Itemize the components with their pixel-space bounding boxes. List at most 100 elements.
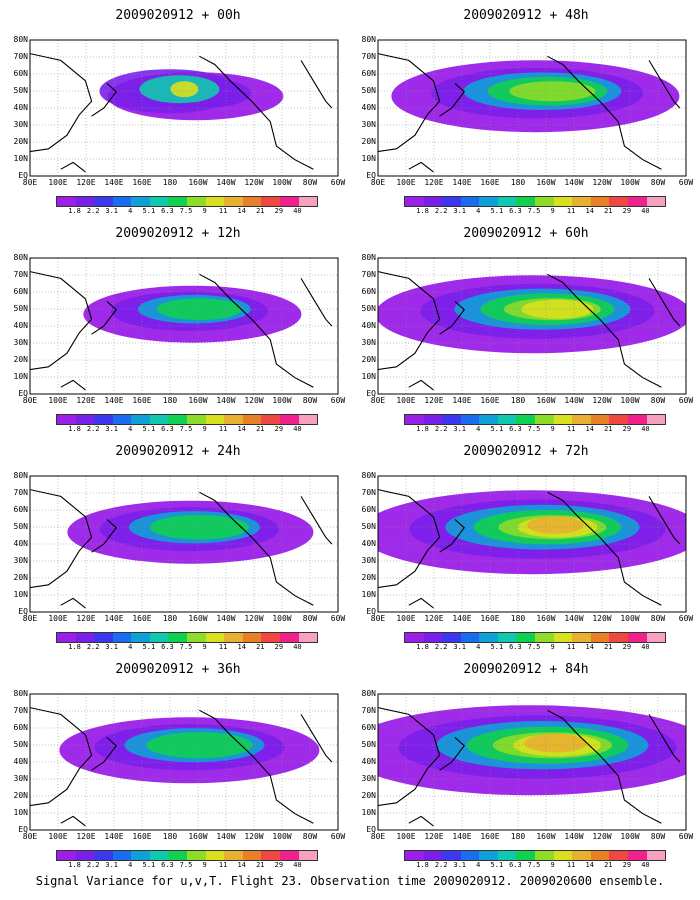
longitude-label: 80W: [650, 396, 666, 405]
longitude-label: 180: [162, 614, 178, 623]
color-swatch: [627, 851, 647, 860]
color-bar-label: 11: [566, 643, 576, 651]
latitude-label: 60N: [13, 69, 28, 78]
color-swatch: [149, 415, 169, 424]
color-swatch: [590, 197, 610, 206]
color-bar-label: 29: [274, 861, 284, 869]
longitude-label: 100W: [620, 396, 640, 405]
color-bar-label: 7.5: [179, 643, 193, 651]
latitude-label: 30N: [361, 556, 376, 565]
color-bar-label: 21: [256, 861, 265, 869]
latitude-label: 50N: [13, 740, 28, 749]
latitude-label: 70N: [13, 52, 28, 61]
longitude-label: 120E: [424, 832, 444, 841]
color-bar-label: 7.5: [179, 425, 193, 433]
color-bar-label: 7.5: [527, 207, 541, 215]
color-bar-label: 7.5: [527, 425, 541, 433]
latitude-label: 50N: [13, 522, 28, 531]
color-swatch: [187, 633, 206, 642]
color-bar: [56, 632, 318, 643]
longitude-label: 120E: [76, 614, 96, 623]
color-bar-label: 1.8: [416, 207, 429, 215]
color-swatch: [553, 197, 573, 206]
longitude-label: 160E: [480, 614, 500, 623]
color-swatch: [279, 851, 299, 860]
latitude-label: 20N: [13, 791, 28, 800]
color-swatch: [112, 197, 132, 206]
color-swatch: [261, 415, 280, 424]
panel-title: 2009020912 + 36h: [115, 662, 241, 677]
latitude-label: 10N: [13, 808, 28, 817]
color-bar: [56, 850, 318, 861]
color-bar: [404, 196, 666, 207]
color-bar-label: 2.2: [86, 207, 100, 215]
latitude-label: 80N: [361, 471, 376, 480]
color-bar-label: 6.3: [509, 643, 522, 651]
longitude-label: 160E: [132, 614, 152, 623]
panel-title: 2009020912 + 72h: [463, 444, 589, 459]
longitude-label: 80W: [302, 614, 318, 623]
color-bar-label: 9: [202, 643, 207, 651]
color-bar-label: 14: [585, 861, 594, 869]
color-bar-label: 6.3: [509, 861, 522, 869]
longitude-label: 80E: [22, 832, 38, 841]
color-swatch: [242, 851, 262, 860]
longitude-label: 80E: [370, 396, 386, 405]
latitude-label: EQ: [366, 389, 376, 398]
map-panel: 2009020912 + 72h 80N 70N 60N 50N 40N 30N 20N 10N…: [356, 436, 696, 654]
longitude-label: 100E: [396, 178, 416, 187]
longitude-label: 160W: [536, 832, 556, 841]
longitude-label: 100E: [48, 396, 68, 405]
color-bar-label: 5.1: [490, 425, 504, 433]
longitude-label: 60W: [330, 832, 346, 841]
color-bar-label: 5.1: [490, 861, 504, 869]
color-bar-label: 14: [585, 643, 594, 651]
color-bar-label: 29: [274, 207, 284, 215]
color-swatch: [646, 633, 666, 642]
latitude-label: 70N: [13, 706, 28, 715]
latitude-label: 30N: [361, 120, 376, 129]
color-swatch: [553, 851, 573, 860]
longitude-label: 140W: [216, 614, 236, 623]
color-bar-label: 11: [218, 643, 228, 651]
longitude-label: 140E: [104, 396, 124, 405]
latitude-label: 80N: [361, 689, 376, 698]
longitude-label: 180: [162, 832, 178, 841]
longitude-label: 140E: [104, 614, 124, 623]
latitude-label: 40N: [361, 757, 376, 766]
north-america-east-coastline: [300, 496, 333, 545]
longitude-label: 180: [510, 614, 526, 623]
latitude-label: 50N: [13, 304, 28, 313]
longitude-label: 140E: [104, 178, 124, 187]
color-swatch: [94, 197, 113, 206]
color-bar-label: 29: [622, 207, 632, 215]
longitude-label: 80E: [370, 178, 386, 187]
color-swatch: [646, 415, 666, 424]
longitude-label: 80E: [22, 614, 38, 623]
latitude-label: 20N: [361, 137, 376, 146]
latitude-label: 30N: [361, 774, 376, 783]
color-swatch: [516, 197, 536, 206]
color-bar-label: 6.3: [161, 425, 174, 433]
longitude-label: 140W: [564, 178, 584, 187]
color-bar-label: 5.1: [142, 861, 156, 869]
longitude-label: 160E: [132, 832, 152, 841]
signal-variance-contour: [156, 298, 242, 321]
longitude-label: 160W: [536, 396, 556, 405]
latitude-label: EQ: [366, 607, 376, 616]
latitude-label: 80N: [361, 253, 376, 262]
longitude-label: 100W: [620, 832, 640, 841]
island-coastline: [408, 161, 434, 173]
color-bar: [56, 196, 318, 207]
island-coastline: [408, 379, 434, 391]
color-swatch: [298, 197, 318, 206]
color-bar-label: 6.3: [161, 643, 174, 651]
japan-coastline: [439, 737, 465, 771]
longitude-label: 80E: [22, 396, 38, 405]
color-bar-label: 4: [476, 643, 481, 651]
color-swatch: [279, 415, 299, 424]
longitude-label: 80W: [650, 614, 666, 623]
north-america-east-coastline: [648, 278, 681, 327]
latitude-label: 10N: [361, 808, 376, 817]
color-swatch: [442, 851, 461, 860]
